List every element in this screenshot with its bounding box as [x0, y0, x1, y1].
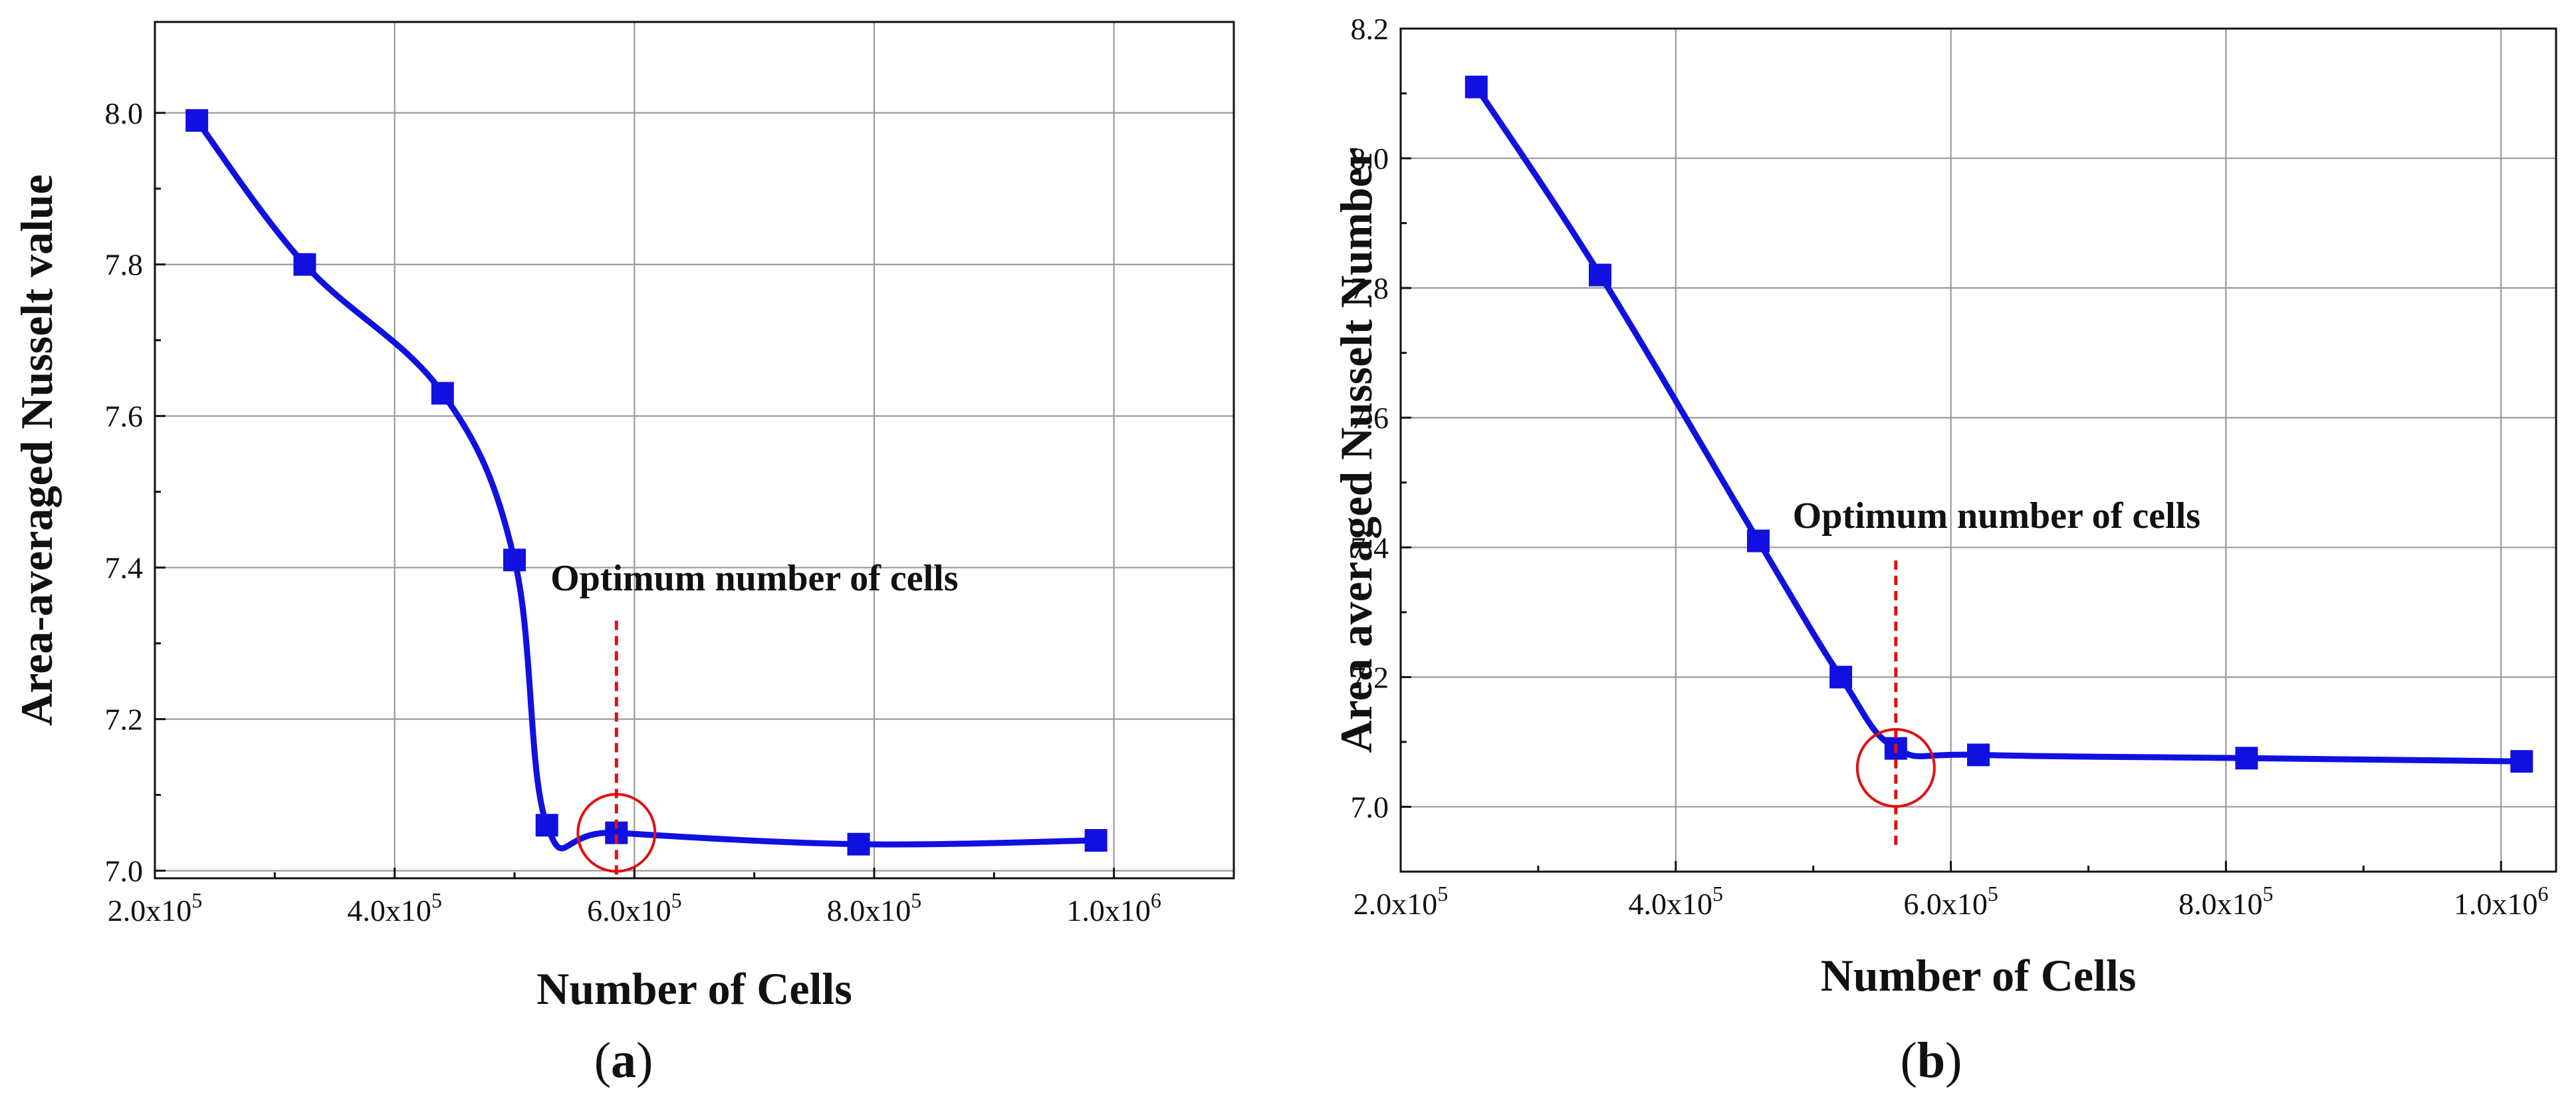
data-point-marker: [1084, 829, 1108, 852]
optimum-annotation-text: Optimum number of cells: [550, 558, 958, 599]
panel-caption: (b): [1901, 1033, 1962, 1088]
series-line: [193, 117, 1100, 852]
x-tick-label: 1.0x106: [2454, 882, 2549, 921]
data-point-marker: [431, 382, 454, 405]
y-tick-label: 8.0: [105, 96, 144, 130]
y-tick-label: 7.6: [105, 400, 144, 433]
data-point-marker: [1829, 666, 1853, 689]
y-tick-label: 7.8: [1351, 271, 1389, 305]
panel-caption: (a): [594, 1033, 653, 1088]
x-axis-title: Number of Cells: [1821, 950, 2137, 1001]
y-tick-label: 8.0: [1351, 142, 1389, 176]
data-point-marker: [185, 109, 209, 132]
x-tick-label: 4.0x105: [1629, 882, 1724, 921]
y-tick-label: 7.6: [1351, 401, 1389, 435]
panel-b: 2.0x105 4.0x105 6.0x105 8.0x105 1.0x106 7.0 7.…: [1331, 12, 2557, 1088]
y-tick-label: 7.4: [1351, 531, 1389, 564]
data-point-marker: [1746, 529, 1770, 552]
y-tick-label: 7.0: [1351, 790, 1389, 824]
x-tick-label: 8.0x105: [2178, 882, 2274, 921]
y-tick-label: 7.0: [105, 854, 144, 888]
x-tick-label: 6.0x105: [587, 888, 681, 927]
x-axis-title: Number of Cells: [536, 963, 852, 1014]
y-tick-label: 8.2: [1351, 12, 1389, 46]
data-point-marker: [2235, 747, 2258, 770]
data-point-marker: [847, 832, 870, 856]
plot-frame: [1399, 27, 2557, 873]
optimum-circle-marker: [576, 793, 657, 873]
panel-a: 2.0x105 4.0x105 6.0x105 8.0x105 1.0x106 7.0 7.…: [11, 21, 1235, 1088]
data-point-marker: [1589, 263, 1612, 287]
data-point-marker: [1464, 75, 1488, 98]
optimum-circle-marker: [1855, 727, 1936, 808]
plot-frame: [154, 21, 1235, 880]
y-tick-label: 7.2: [1351, 660, 1389, 694]
x-tick-label: 6.0x105: [1903, 882, 1998, 921]
data-point-marker: [293, 253, 316, 276]
y-axis-title: Area-averaged Nusselt value: [11, 174, 62, 726]
optimum-annotation-text: Optimum number of cells: [1793, 495, 2200, 537]
x-tick-label: 2.0x105: [108, 888, 203, 927]
x-tick-label: 1.0x106: [1066, 888, 1161, 927]
y-tick-label: 7.8: [105, 248, 144, 282]
data-point-marker: [1967, 743, 1990, 767]
y-tick-label: 7.4: [105, 551, 144, 585]
x-tick-label: 8.0x105: [827, 888, 922, 927]
x-tick-label: 4.0x105: [347, 888, 442, 927]
y-tick-label: 7.2: [105, 703, 144, 737]
data-point-marker: [535, 814, 558, 837]
data-point-marker: [2510, 750, 2533, 773]
series-line: [1473, 84, 2525, 765]
x-tick-label: 2.0x105: [1353, 882, 1449, 921]
y-axis-title: Area averaged Nusselt Number: [1331, 148, 1381, 753]
data-point-marker: [503, 549, 526, 572]
